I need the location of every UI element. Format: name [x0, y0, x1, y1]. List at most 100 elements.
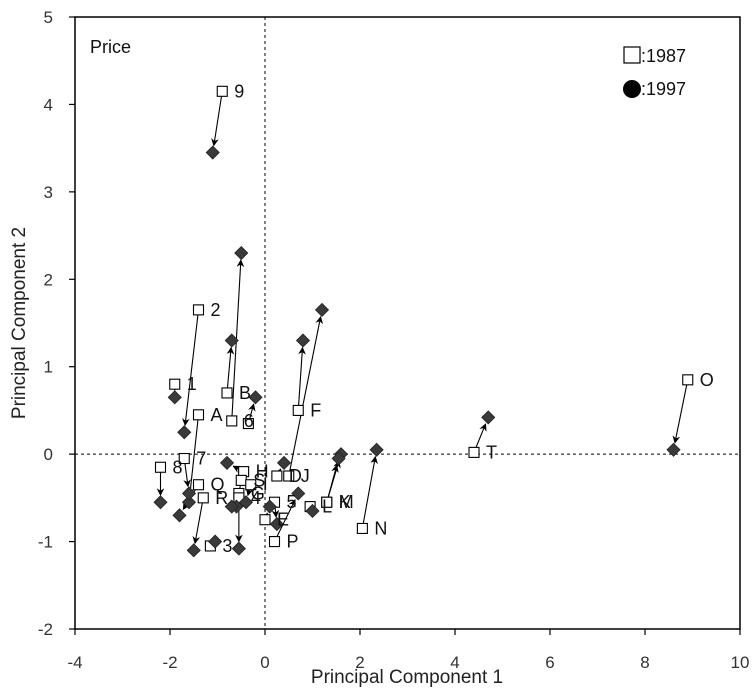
legend: :1987 :1997: [623, 46, 686, 99]
legend-label-1987: :1987: [641, 46, 686, 66]
point-1997: [314, 302, 330, 317]
point-1987: [271, 470, 283, 482]
point-label: M: [339, 492, 354, 512]
point-label: 1: [187, 374, 197, 394]
point-label: G: [251, 483, 265, 503]
point-label: T: [486, 442, 497, 462]
point-label: Q: [211, 475, 225, 495]
point-1987: [221, 387, 233, 399]
point-1987: [682, 374, 694, 386]
point-label: 5: [287, 492, 297, 512]
movement-arrow: [226, 346, 235, 393]
point-1987: [268, 536, 281, 548]
point-label: J: [301, 466, 310, 486]
y-axis-title: Principal Component 2: [9, 227, 30, 419]
point-label: N: [374, 518, 387, 538]
point-label: 9: [234, 81, 244, 101]
movement-arrow: [274, 499, 296, 542]
point-1987: [192, 409, 205, 421]
movement-arrow: [326, 464, 339, 503]
point-1987: [242, 417, 254, 430]
y-tick-label: -2: [38, 620, 53, 639]
point-1997: [262, 499, 277, 514]
movement-arrow: [182, 309, 200, 427]
point-1987: [192, 304, 205, 316]
point-label: 8: [173, 457, 183, 477]
point-1987: [292, 404, 304, 416]
point-1997: [276, 455, 292, 470]
movement-arrow: [192, 497, 204, 545]
x-axis-title: Principal Component 1: [311, 667, 503, 688]
point-1997: [181, 486, 197, 501]
point-1987: [283, 470, 295, 482]
point-1997: [666, 442, 681, 457]
x-tick-label: 2: [355, 653, 364, 672]
point-1997: [219, 455, 235, 470]
movement-arrow: [288, 315, 324, 477]
point-label: R: [215, 488, 228, 508]
point-label: F: [310, 400, 321, 420]
point-1987: [356, 522, 368, 535]
point-label: A: [211, 405, 223, 425]
point-1997: [305, 503, 320, 519]
point-1997: [291, 486, 306, 501]
point-1997: [153, 495, 168, 510]
point-label: 3: [222, 536, 232, 556]
point-label: O: [700, 370, 714, 390]
point-label: 7: [196, 449, 206, 469]
chart-title: Price: [90, 37, 131, 57]
point-1987: [197, 492, 209, 504]
point-label: P: [287, 532, 299, 552]
point-1987: [259, 514, 271, 526]
plot-frame: [74, 16, 741, 630]
x-tick-label: -2: [162, 653, 177, 672]
point-label: 6: [244, 411, 254, 431]
point-1987: [178, 452, 190, 465]
point-1997: [167, 390, 182, 405]
point-label: H: [256, 462, 269, 482]
y-tick-label: 4: [44, 95, 53, 114]
point-1997: [208, 534, 223, 549]
x-tick-label: 0: [260, 653, 269, 672]
movement-arrow: [361, 455, 378, 529]
y-tick-label: 1: [44, 358, 53, 377]
y-tick-label: 2: [44, 270, 53, 289]
movement-arrow: [672, 379, 689, 444]
point-1987: [192, 479, 205, 491]
x-tick-label: 8: [640, 653, 649, 672]
series-1987-markers: [154, 85, 694, 552]
point-1997: [224, 333, 239, 348]
axis-ticks: -4 -2 0 2 4 6 8 10 -2 -1 0 1 2 3 4 5: [38, 8, 750, 672]
point-1997: [331, 451, 346, 466]
point-1997: [295, 333, 311, 348]
y-tick-label: 5: [44, 8, 53, 27]
point-1997: [205, 145, 220, 160]
x-tick-label: 4: [450, 653, 459, 672]
point-label: K: [339, 492, 351, 512]
point-1987: [235, 474, 247, 486]
point-1997: [269, 517, 284, 532]
point-1997: [177, 425, 192, 440]
legend-label-1997: :1997: [641, 79, 686, 99]
point-1987: [468, 446, 480, 458]
point-1997: [224, 499, 239, 514]
movement-arrow: [297, 346, 306, 411]
point-1987: [216, 85, 228, 97]
movement-arrow: [186, 414, 200, 497]
point-label: L: [322, 497, 332, 517]
point-1997: [481, 410, 496, 425]
point-1997: [238, 495, 254, 510]
point-1987: [245, 479, 257, 491]
point-1987: [226, 415, 238, 427]
legend-marker-1997: [623, 80, 641, 98]
point-1997: [231, 541, 246, 556]
point-label: D: [289, 466, 302, 486]
movement-arrow: [211, 91, 223, 147]
point-label: S: [253, 470, 265, 490]
point-label: E: [277, 510, 289, 530]
series-1997-markers: [153, 145, 681, 558]
point-label: I: [263, 475, 268, 495]
y-tick-label: -1: [38, 533, 53, 552]
